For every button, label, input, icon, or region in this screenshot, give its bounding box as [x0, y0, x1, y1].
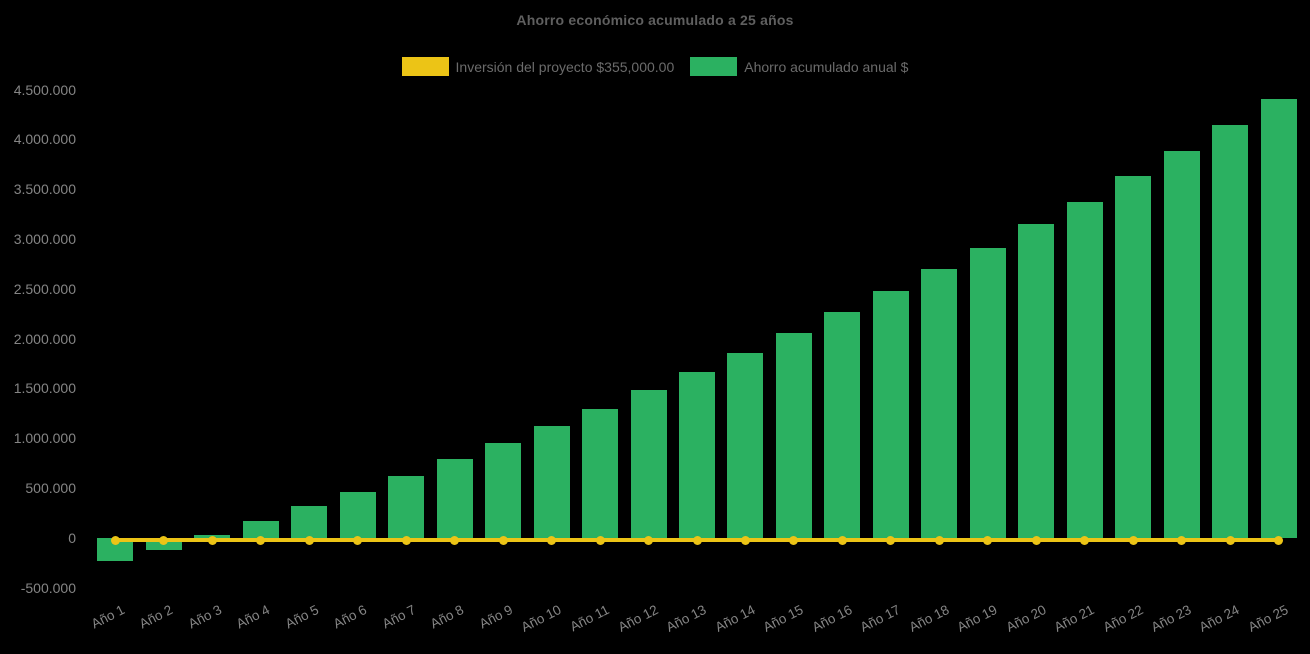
- bar-ano-10: [533, 426, 570, 538]
- investment-point-ano-16: [837, 535, 847, 545]
- y-axis-tick-label: 0: [68, 529, 76, 546]
- bar-ano-22: [1115, 176, 1152, 538]
- investment-point-ano-17: [886, 535, 896, 545]
- legend-swatch-icon: [401, 57, 449, 76]
- x-axis-label-ano-5: Año 5: [282, 602, 321, 632]
- x-axis-label-ano-16: Año 16: [809, 602, 855, 635]
- x-axis-label-ano-20: Año 20: [1003, 602, 1049, 635]
- investment-point-ano-23: [1177, 535, 1187, 545]
- bar-ano-19: [969, 247, 1006, 538]
- bar-ano-18: [921, 269, 958, 538]
- investment-point-ano-21: [1080, 535, 1090, 545]
- y-axis-tick-label: 2.000.000: [13, 330, 76, 347]
- investment-point-ano-25: [1274, 535, 1284, 545]
- investment-point-ano-13: [692, 535, 702, 545]
- bar-ano-20: [1018, 223, 1055, 538]
- bar-ano-15: [775, 332, 812, 538]
- bar-ano-9: [485, 442, 522, 538]
- investment-point-ano-19: [983, 535, 993, 545]
- x-axis-label-ano-7: Año 7: [379, 602, 418, 632]
- investment-point-ano-3: [207, 535, 217, 545]
- investment-point-ano-22: [1128, 535, 1138, 545]
- bar-ano-23: [1163, 150, 1200, 538]
- investment-point-ano-15: [789, 535, 799, 545]
- investment-point-ano-1: [110, 535, 120, 545]
- x-axis-label-ano-18: Año 18: [906, 602, 952, 635]
- investment-point-ano-14: [740, 535, 750, 545]
- bar-ano-25: [1260, 98, 1297, 538]
- investment-point-ano-18: [934, 535, 944, 545]
- x-axis-label-ano-17: Año 17: [857, 602, 903, 635]
- x-axis-label-ano-23: Año 23: [1148, 602, 1194, 635]
- y-axis-tick-label: -500.000: [20, 579, 76, 596]
- x-axis-label-ano-21: Año 21: [1051, 602, 1097, 635]
- investment-point-ano-9: [498, 535, 508, 545]
- bar-ano-12: [630, 390, 667, 538]
- legend-label: Ahorro acumulado anual $: [744, 58, 909, 75]
- x-axis-label-ano-10: Año 10: [518, 602, 564, 635]
- chart-title: Ahorro económico acumulado a 25 años: [516, 12, 794, 28]
- x-axis-label-ano-11: Año 11: [567, 602, 612, 635]
- x-axis-label-ano-22: Año 22: [1100, 602, 1146, 635]
- investment-point-ano-8: [450, 535, 460, 545]
- y-axis-tick-label: 4.000.000: [13, 131, 76, 148]
- y-axis-tick-label: 3.000.000: [13, 230, 76, 247]
- x-axis-label-ano-4: Año 4: [234, 602, 273, 632]
- investment-point-ano-4: [256, 535, 266, 545]
- y-axis-tick-label: 500.000: [25, 479, 76, 496]
- investment-point-ano-10: [547, 535, 557, 545]
- investment-point-ano-20: [1031, 535, 1041, 545]
- investment-point-ano-7: [401, 535, 411, 545]
- x-axis-label-ano-2: Año 2: [137, 602, 176, 632]
- investment-point-ano-6: [353, 535, 363, 545]
- bar-ano-4: [242, 520, 279, 538]
- investment-point-ano-5: [304, 535, 314, 545]
- y-axis-tick-label: 2.500.000: [13, 280, 76, 297]
- x-axis-label-ano-6: Año 6: [331, 602, 370, 632]
- bar-ano-16: [824, 312, 861, 538]
- legend-swatch-icon: [690, 57, 738, 76]
- x-axis-label-ano-3: Año 3: [185, 602, 225, 632]
- bar-ano-8: [436, 459, 473, 538]
- y-axis-tick-label: 3.500.000: [13, 181, 76, 198]
- investment-point-ano-12: [644, 535, 654, 545]
- x-axis-label-ano-12: Año 12: [615, 602, 661, 635]
- x-axis-label-ano-24: Año 24: [1197, 602, 1243, 635]
- y-axis-tick-label: 1.500.000: [13, 380, 76, 397]
- investment-point-ano-24: [1225, 535, 1235, 545]
- x-axis-label-ano-9: Año 9: [476, 602, 515, 632]
- investment-point-ano-11: [595, 535, 605, 545]
- investment-point-ano-2: [159, 535, 169, 545]
- chart-legend: Inversión del proyecto $355,000.00 Ahorro…: [0, 57, 1310, 76]
- bar-ano-7: [388, 475, 425, 538]
- legend-item-inversion[interactable]: Inversión del proyecto $355,000.00: [401, 57, 675, 76]
- x-axis-label-ano-8: Año 8: [428, 602, 467, 632]
- bar-ano-1: [97, 537, 134, 562]
- bar-ano-21: [1066, 201, 1103, 538]
- bar-ano-14: [727, 352, 764, 538]
- x-axis-label-ano-19: Año 19: [954, 602, 1000, 635]
- x-axis-label-ano-14: Año 14: [712, 602, 758, 635]
- bar-ano-17: [872, 290, 909, 538]
- x-axis-label-ano-13: Año 13: [663, 602, 709, 635]
- bar-ano-6: [339, 491, 376, 538]
- x-axis-label-ano-25: Año 25: [1245, 602, 1291, 635]
- legend-label: Inversión del proyecto $355,000.00: [455, 58, 675, 75]
- legend-item-ahorro[interactable]: Ahorro acumulado anual $: [690, 57, 908, 76]
- x-axis-label-ano-1: Año 1: [88, 602, 128, 632]
- bar-ano-11: [582, 408, 619, 538]
- x-axis-label-ano-15: Año 15: [760, 602, 806, 635]
- bar-ano-24: [1212, 124, 1249, 538]
- y-axis-tick-label: 1.000.000: [13, 430, 76, 447]
- bar-ano-5: [291, 505, 328, 538]
- bar-ano-13: [679, 371, 715, 538]
- y-axis-tick-label: 4.500.000: [13, 81, 76, 98]
